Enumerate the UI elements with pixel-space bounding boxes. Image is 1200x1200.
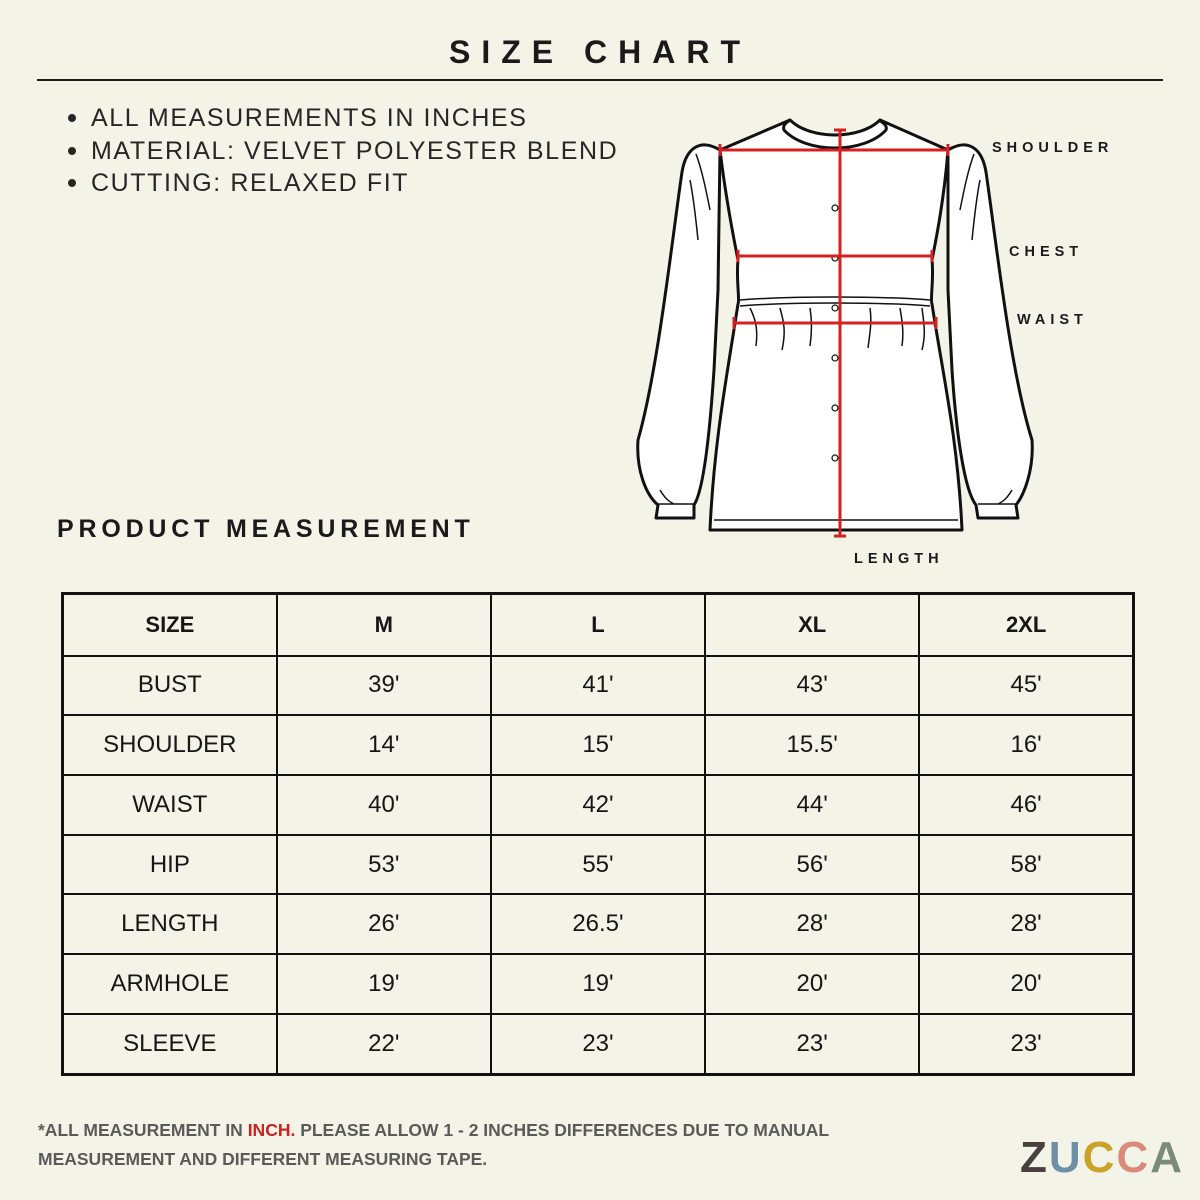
button-icon	[831, 354, 839, 362]
column-header: SIZE	[61, 592, 278, 657]
title-divider	[37, 79, 1163, 81]
row-label: SLEEVE	[61, 1012, 278, 1076]
brand-logo: ZUCCA	[1020, 1136, 1184, 1180]
logo-letter: Z	[1020, 1133, 1049, 1182]
garment-diagram	[636, 118, 1034, 538]
column-header: M	[275, 592, 492, 657]
note-text: MATERIAL: VELVET POLYESTER BLEND	[91, 136, 619, 165]
garment-body	[708, 118, 964, 532]
table-cell: 43'	[704, 654, 921, 717]
row-label: ARMHOLE	[61, 953, 278, 1015]
table-row: BUST 39' 41' 43' 45'	[61, 654, 1135, 717]
table-cell: 19'	[489, 953, 707, 1015]
table-cell: 19'	[275, 953, 492, 1015]
chest-label: CHEST	[1009, 244, 1084, 260]
table-cell: 14'	[275, 714, 492, 776]
section-title: PRODUCT MEASUREMENT	[57, 515, 475, 543]
table-cell: 23'	[704, 1012, 921, 1076]
size-table: SIZE M L XL 2XL BUST 39' 41' 43' 45' SHO…	[61, 592, 1135, 1076]
logo-letter: A	[1150, 1133, 1185, 1182]
table-cell: 23'	[918, 1012, 1135, 1076]
table-cell: 22'	[275, 1012, 492, 1076]
table-row: SHOULDER 14' 15' 15.5' 16'	[61, 714, 1135, 776]
row-label: HIP	[61, 833, 278, 896]
table-cell: 26'	[275, 893, 492, 956]
note-item: CUTTING: RELAXED FIT	[65, 167, 618, 200]
right-sleeve	[946, 143, 1034, 520]
button-icon	[831, 204, 839, 212]
note-text: CUTTING: RELAXED FIT	[91, 169, 410, 197]
row-label: SHOULDER	[61, 714, 278, 776]
table-cell: 16'	[918, 714, 1135, 776]
table-row: SLEEVE 22' 23' 23' 23'	[61, 1012, 1135, 1076]
left-sleeve	[636, 143, 722, 520]
column-header: 2XL	[918, 592, 1135, 657]
button-icon	[831, 404, 839, 412]
table-cell: 15.5'	[704, 714, 921, 776]
table-cell: 28'	[918, 893, 1135, 956]
row-label: BUST	[61, 654, 278, 717]
bodice-seam	[739, 296, 931, 301]
button-icon	[831, 304, 839, 312]
footnote-highlight: INCH.	[247, 1120, 296, 1140]
collar	[782, 118, 888, 150]
table-cell: 44'	[704, 773, 921, 836]
table-cell: 40'	[275, 773, 492, 836]
logo-letter: U	[1048, 1133, 1083, 1182]
table-cell: 28'	[704, 893, 921, 956]
table-row: LENGTH 26' 26.5' 28' 28'	[61, 893, 1135, 956]
skirt-gathers	[749, 307, 926, 351]
bullet-icon	[68, 179, 76, 188]
waist-label: WAIST	[1017, 312, 1088, 328]
button-icon	[831, 454, 839, 462]
table-row: ARMHOLE 19' 19' 20' 20'	[61, 953, 1135, 1015]
table-cell: 15'	[489, 714, 707, 776]
bullet-icon	[68, 146, 76, 155]
length-label: LENGTH	[854, 551, 944, 567]
table-cell: 20'	[918, 953, 1135, 1015]
bullet-icon	[68, 114, 76, 123]
table-cell: 45'	[918, 654, 1135, 717]
table-row: HIP 53' 55' 56' 58'	[61, 833, 1135, 896]
table-cell: 41'	[489, 654, 707, 717]
table-cell: 53'	[275, 833, 492, 896]
column-header: XL	[704, 592, 921, 657]
table-cell: 26.5'	[489, 893, 707, 956]
shoulder-label: SHOULDER	[992, 140, 1114, 156]
table-cell: 20'	[704, 953, 921, 1015]
table-cell: 39'	[275, 654, 492, 717]
notes-list: ALL MEASUREMENTS IN INCHES MATERIAL: VEL…	[65, 102, 618, 200]
table-cell: 23'	[489, 1012, 707, 1076]
row-label: LENGTH	[61, 893, 278, 956]
note-item: ALL MEASUREMENTS IN INCHES	[65, 102, 618, 135]
note-item: MATERIAL: VELVET POLYESTER BLEND	[65, 135, 618, 168]
table-cell: 56'	[704, 833, 921, 896]
table-cell: 42'	[489, 773, 707, 836]
logo-letter: C	[1116, 1133, 1151, 1182]
footnote-suffix: PLEASE ALLOW 1 - 2 INCHES DIFFERENCES DU…	[38, 1120, 829, 1169]
page-title: SIZE CHART	[449, 34, 751, 70]
table-cell: 55'	[489, 833, 707, 896]
table-cell: 58'	[918, 833, 1135, 896]
table-row: WAIST 40' 42' 44' 46'	[61, 773, 1135, 836]
table-cell: 46'	[918, 773, 1135, 836]
footnote: *ALL MEASUREMENT IN INCH. PLEASE ALLOW 1…	[38, 1116, 858, 1174]
footnote-prefix: *ALL MEASUREMENT IN	[38, 1120, 248, 1140]
logo-letter: C	[1082, 1133, 1117, 1182]
table-header-row: SIZE M L XL 2XL	[61, 592, 1135, 657]
row-label: WAIST	[61, 773, 278, 836]
column-header: L	[489, 592, 707, 657]
note-text: ALL MEASUREMENTS IN INCHES	[91, 104, 528, 132]
